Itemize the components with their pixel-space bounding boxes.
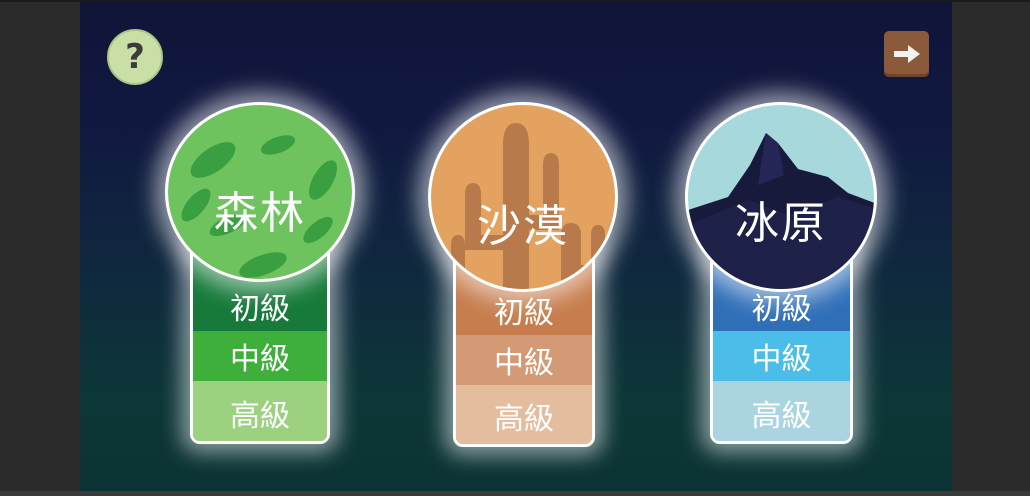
help-button[interactable]: ? <box>107 29 163 85</box>
level-button-intermediate[interactable]: 中級 <box>193 331 327 381</box>
level-button-advanced[interactable]: 高級 <box>193 381 327 441</box>
question-mark-icon: ? <box>125 37 145 77</box>
world-title-desert: 沙漠 <box>477 201 569 252</box>
world-circle-icefield[interactable]: 冰原 <box>685 102 877 292</box>
level-button-advanced[interactable]: 高級 <box>713 381 850 441</box>
level-button-beginner[interactable]: 初級 <box>456 285 592 335</box>
next-button[interactable] <box>884 31 929 77</box>
world-card-desert: 初級 中級 高級 沙漠 <box>428 102 618 447</box>
mountain-illustration <box>688 133 874 289</box>
cactus-illustration <box>451 123 605 289</box>
level-button-intermediate[interactable]: 中級 <box>713 331 850 381</box>
leaves-illustration <box>181 135 344 278</box>
world-title-icefield: 冰原 <box>735 198 827 249</box>
world-circle-forest[interactable]: 森林 <box>165 102 355 282</box>
level-button-advanced[interactable]: 高級 <box>456 385 592 444</box>
level-button-intermediate[interactable]: 中級 <box>456 335 592 385</box>
world-card-icefield: 初級 中級 高級 冰原 <box>685 102 877 447</box>
level-panel-desert: 初級 中級 高級 <box>453 232 595 447</box>
arrow-right-icon <box>893 45 920 63</box>
level-button-beginner[interactable]: 初級 <box>193 281 327 331</box>
window-top-edge <box>0 0 1030 2</box>
world-title-forest: 森林 <box>214 188 306 239</box>
level-panel-forest: 初級 中級 高級 <box>190 232 330 444</box>
game-stage: ? 初級 中級 高級 <box>80 2 952 491</box>
world-circle-desert[interactable]: 沙漠 <box>428 102 618 292</box>
window-bottom-edge <box>0 491 1030 496</box>
world-card-forest: 初級 中級 高級 森林 <box>165 102 355 447</box>
